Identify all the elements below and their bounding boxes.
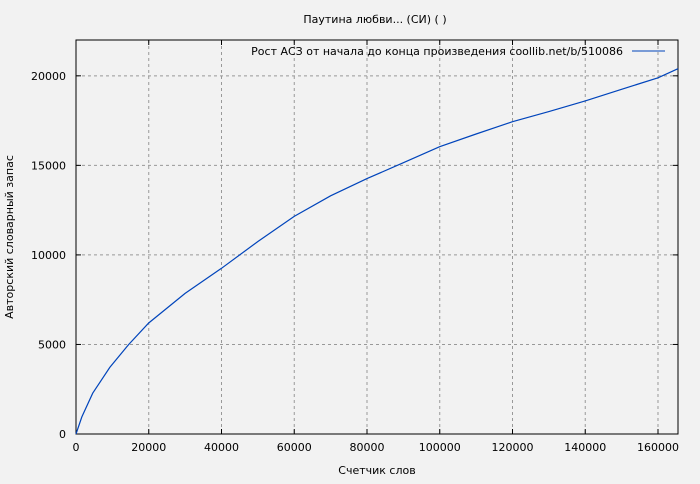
y-tick-label: 15000 (31, 159, 66, 172)
legend-label: Рост АСЗ от начала до конца произведения… (251, 45, 623, 58)
ticks: 0 20000 40000 60000 80000 100000 120000 140000 1… (31, 40, 679, 454)
x-tick-label: 140000 (564, 441, 606, 454)
x-tick-label: 100000 (419, 441, 461, 454)
x-axis-label: Счетчик слов (338, 464, 415, 477)
series-line (75, 68, 679, 435)
chart-title: Паутина любви... (СИ) ( ) (303, 13, 446, 26)
x-tick-label: 120000 (491, 441, 533, 454)
y-tick-label: 0 (59, 428, 66, 441)
x-tick-label: 160000 (637, 441, 679, 454)
x-tick-label: 20000 (131, 441, 166, 454)
series-group (75, 68, 679, 435)
y-tick-label: 10000 (31, 249, 66, 262)
grid (76, 40, 678, 434)
y-tick-label: 5000 (38, 338, 66, 351)
y-tick-label: 20000 (31, 70, 66, 83)
x-tick-label: 60000 (277, 441, 312, 454)
x-tick-label: 0 (73, 441, 80, 454)
y-axis-label: Авторский словарный запас (3, 155, 16, 319)
x-tick-label: 40000 (204, 441, 239, 454)
x-tick-label: 80000 (349, 441, 384, 454)
plot-frame (75, 39, 679, 435)
